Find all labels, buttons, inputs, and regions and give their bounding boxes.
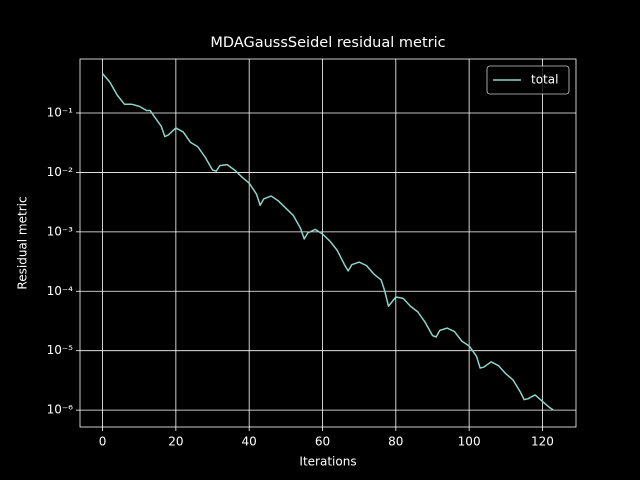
legend-box: [486, 65, 570, 95]
y-tick-label: 10⁻³: [47, 224, 74, 238]
x-axis-label: Iterations: [299, 455, 356, 469]
y-tick-label: 10⁻²: [47, 165, 74, 179]
x-tick-label: 60: [315, 435, 330, 449]
data-line: [101, 73, 554, 411]
y-tick-label: 10⁻⁶: [47, 403, 74, 417]
x-tick-label: 40: [242, 435, 257, 449]
y-tick-label: 10⁻¹: [47, 105, 74, 119]
y-axis-label: Residual metric: [16, 196, 30, 289]
x-tick-label: 0: [99, 435, 107, 449]
y-tick-label: 10⁻⁵: [47, 343, 74, 357]
y-tick-label: 10⁻⁴: [47, 284, 74, 298]
x-tick-label: 120: [531, 435, 554, 449]
x-tick-label: 20: [168, 435, 183, 449]
chart-title: MDAGaussSeidel residual metric: [210, 35, 445, 51]
legend-label: total: [531, 73, 558, 87]
x-tick-label: 100: [458, 435, 481, 449]
x-tick-label: 80: [388, 435, 403, 449]
plot-frame: [79, 58, 577, 428]
